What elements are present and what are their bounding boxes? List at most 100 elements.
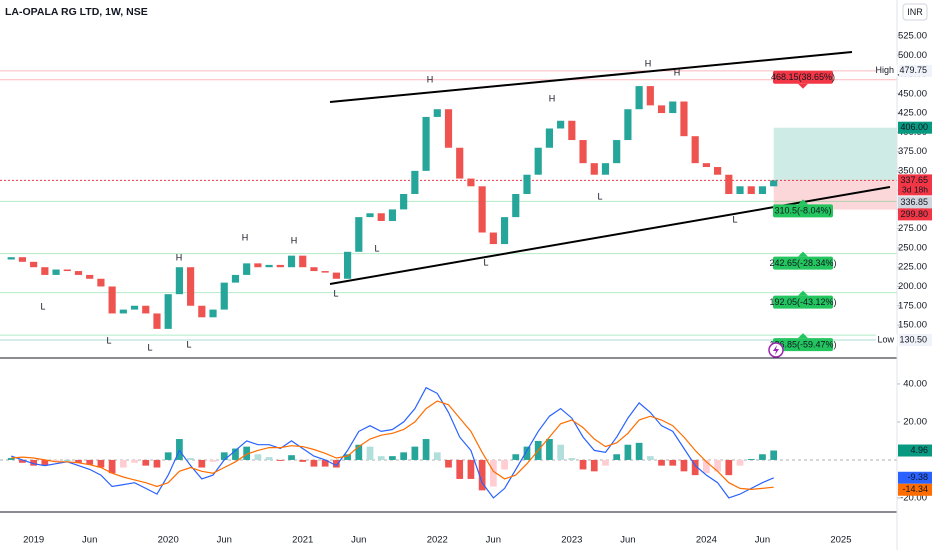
pivot-label: L [40, 301, 45, 311]
histogram-bar [646, 456, 654, 460]
histogram-bar [209, 459, 217, 462]
candle-body [119, 309, 127, 314]
target-zone [773, 127, 897, 181]
candle-body [613, 140, 621, 164]
histogram-bar [568, 458, 576, 460]
pivot-label: H [242, 232, 249, 242]
histogram-bar [691, 459, 699, 476]
target-label: 192.05(-43.12%) [769, 297, 836, 307]
x-tick-label: 2023 [561, 535, 582, 546]
histogram-bar [288, 455, 295, 460]
currency-button[interactable] [902, 3, 928, 21]
target-arrow [798, 290, 808, 296]
histogram-bar [557, 444, 564, 460]
target-tag [773, 295, 833, 309]
candle-body [657, 105, 666, 114]
candle-body [770, 180, 778, 187]
y-tick-label: 20.00 [903, 416, 927, 427]
candle-body [388, 209, 397, 221]
histogram-bar [310, 459, 318, 467]
histogram-bar [187, 458, 194, 460]
candle-body [669, 101, 677, 114]
pivot-label: H [674, 67, 681, 77]
histogram-bar [108, 459, 116, 474]
histogram-bar [243, 446, 251, 460]
histogram-bar [198, 459, 206, 468]
currency-label[interactable]: INR [907, 7, 923, 17]
target-tag [773, 338, 833, 352]
candle-body [130, 305, 139, 310]
histogram-bar [30, 459, 38, 466]
histogram-bar [579, 459, 587, 470]
candle-body [254, 263, 262, 268]
target-label: 242.65(-28.34%) [769, 258, 836, 268]
candle-body [512, 193, 520, 218]
alert-bolt [773, 345, 779, 355]
pivot-label: L [147, 342, 152, 352]
candle-body [478, 186, 486, 233]
pivot-label: H [645, 58, 652, 68]
histogram-bar [624, 444, 632, 460]
candle-body [187, 267, 195, 306]
histogram-bar [97, 459, 105, 468]
candle-body [579, 140, 587, 164]
histogram-bar [7, 458, 15, 460]
candle-body [198, 305, 206, 318]
candle-body [86, 274, 94, 279]
candle-body [209, 309, 217, 318]
candle-body [63, 269, 71, 272]
candle-body [747, 186, 755, 194]
histogram-bar [265, 457, 273, 460]
histogram-bar [164, 452, 172, 460]
price-tag [898, 208, 932, 221]
candle-body [758, 186, 767, 194]
price-tag [898, 196, 932, 209]
price-tag-label: 406.00 [900, 122, 928, 132]
candle-body [30, 261, 38, 268]
x-tick-label: 2021 [292, 535, 313, 546]
candle-body [680, 101, 688, 137]
histogram-bar [254, 454, 262, 460]
candle-body [142, 305, 150, 314]
histogram-bar [220, 452, 228, 460]
y-tick-label: 425.00 [898, 108, 927, 119]
x-tick-label: 2022 [427, 535, 448, 546]
candle-body [534, 147, 542, 175]
histogram-bar [546, 439, 553, 460]
histogram-bar [523, 446, 531, 460]
histogram-bar [142, 459, 150, 466]
value-tag-label: -9.38 [907, 472, 928, 482]
x-tick-label: 2025 [830, 535, 851, 546]
x-tick-label: 2019 [23, 535, 44, 546]
chart-title: LA-OPALA RG LTD, 1W, NSE [5, 6, 148, 18]
target-arrow [798, 333, 808, 339]
target-arrow [798, 199, 808, 205]
price-tag-label: 336.85 [900, 197, 928, 207]
y-tick-label: 500.00 [898, 50, 927, 61]
candle-body [74, 271, 83, 275]
histogram-bar [478, 459, 486, 491]
target-tag [773, 70, 833, 84]
candle-body [299, 255, 307, 268]
candle-body [164, 294, 172, 329]
candle-body [557, 120, 565, 129]
candle-body [97, 278, 105, 287]
histogram-bar [299, 459, 307, 462]
x-tick-label: Jun [351, 535, 366, 546]
target-tag [773, 204, 833, 218]
histogram-bar [86, 459, 94, 465]
histogram-bar [658, 459, 665, 466]
countdown-label: 3d 18h [902, 185, 928, 195]
histogram-bar [456, 459, 464, 479]
value-tag [898, 483, 932, 496]
high-tag [899, 64, 932, 77]
candle-body [321, 271, 329, 273]
high-label-bg [876, 64, 897, 77]
pivot-label: L [374, 243, 379, 253]
value-tag-label: -14.34 [902, 484, 928, 494]
histogram-bar [467, 459, 475, 479]
histogram-bar [613, 454, 621, 460]
candle-body [52, 269, 60, 275]
price-tag [898, 174, 932, 187]
histogram-bar [489, 459, 497, 487]
